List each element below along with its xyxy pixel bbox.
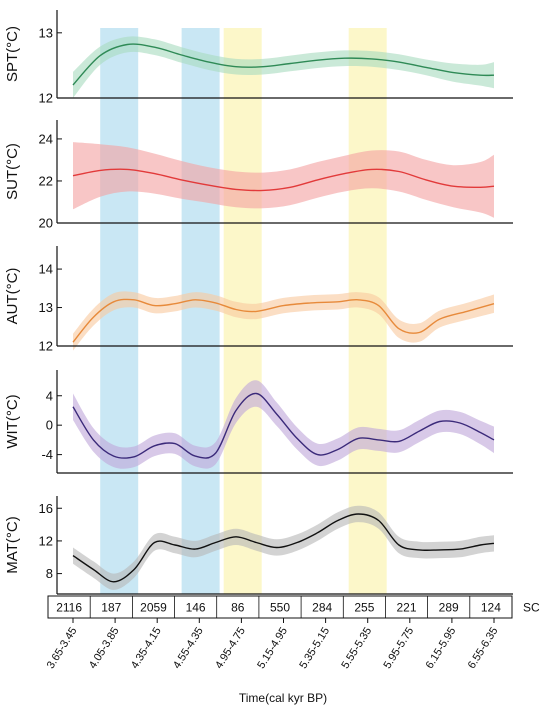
spt-series-line <box>72 43 495 86</box>
aut-y-tick-label: 13 <box>39 300 53 315</box>
x-axis: 3.65-3.45 4.05-3.85 4.35-4.15 4.55-4.35 4.95… <box>45 618 501 705</box>
sc-cell-value: 550 <box>270 601 290 615</box>
x-tick-label: 4.95-4.75 <box>213 625 248 671</box>
sut-y-tick-label: 24 <box>39 131 53 146</box>
sc-cell-value: 124 <box>481 601 501 615</box>
sc-cell-value: 2116 <box>56 601 82 615</box>
x-tick-label: 6.15-5.95 <box>424 625 459 671</box>
sut-confidence-band <box>73 142 494 218</box>
mat-y-axis-label: MAT(°C) <box>4 516 21 573</box>
sc-cell-value: 146 <box>186 601 206 615</box>
x-tick-label: 4.55-4.35 <box>171 625 206 671</box>
sc-cell-value: 289 <box>439 601 459 615</box>
spt-y-tick-label: 13 <box>39 25 53 40</box>
x-tick-label: 4.35-4.15 <box>129 625 164 671</box>
sc-cell-value: 187 <box>101 601 121 615</box>
sc-cell-value: 221 <box>396 601 416 615</box>
panel-aut: 12 13 14 AUT(°C) <box>4 246 513 354</box>
x-tick-label: 5.95-5.75 <box>382 625 417 671</box>
spt-y-tick-label: 12 <box>39 91 53 106</box>
mat-series-line <box>72 513 495 583</box>
mat-y-tick-label: 16 <box>39 501 53 516</box>
aut-series-line <box>72 298 495 343</box>
mat-confidence-band <box>73 505 494 590</box>
spt-confidence-band <box>73 36 494 98</box>
aut-confidence-band <box>73 291 494 351</box>
aut-y-tick-label: 14 <box>39 262 53 277</box>
sut-y-tick-label: 20 <box>39 216 53 231</box>
aut-y-tick-label: 12 <box>39 339 53 354</box>
sut-y-tick-label: 22 <box>39 173 53 188</box>
aut-y-axis-label: AUT(°C) <box>4 268 21 325</box>
sc-cell-value: 284 <box>312 601 332 615</box>
sut-y-axis-label: SUT(°C) <box>4 143 21 200</box>
x-tick-label: 4.05-3.85 <box>87 625 122 671</box>
x-tick-label: 6.55-6.35 <box>466 625 501 671</box>
panel-spt: 12 13 SPT(°C) <box>4 10 513 106</box>
panel-wit: -4 0 4 WIT(°C) <box>4 370 513 474</box>
x-tick-label: 5.55-5.35 <box>339 625 374 671</box>
x-tick-label: 5.15-4.95 <box>255 625 290 671</box>
wit-confidence-band <box>73 380 494 469</box>
x-tick-label: 3.65-3.45 <box>45 625 80 671</box>
sc-cell-value: 2059 <box>140 601 167 615</box>
mat-y-tick-label: 8 <box>46 566 53 581</box>
sc-cell-value: 255 <box>354 601 374 615</box>
sut-series-line <box>72 168 495 192</box>
sc-table: 2116 187 2059 146 86 550 284 255 221 289 124 SC <box>47 595 540 619</box>
x-axis-title: Time(cal kyr BP) <box>239 691 327 705</box>
sc-row-label: SC <box>523 601 540 615</box>
panels: 12 13 SPT(°C) 20 22 24 SUT(°C) 12 13 14 AUT(°C) -4 0… <box>4 10 513 595</box>
wit-series-line <box>72 392 495 459</box>
x-tick-label: 5.35-5.15 <box>297 625 332 671</box>
wit-y-axis-label: WIT(°C) <box>4 394 21 448</box>
sc-table-frame <box>47 595 513 619</box>
wit-y-tick-label: 0 <box>46 418 53 433</box>
wit-y-tick-label: -4 <box>41 447 53 462</box>
sc-cell-value: 86 <box>231 601 245 615</box>
wit-y-tick-label: 4 <box>46 388 53 403</box>
panel-sut: 20 22 24 SUT(°C) <box>4 120 513 231</box>
mat-y-tick-label: 12 <box>39 533 53 548</box>
panel-mat: 8 12 16 MAT(°C) <box>4 496 513 595</box>
spt-y-axis-label: SPT(°C) <box>4 26 21 82</box>
highlight-band-2 <box>181 28 220 594</box>
